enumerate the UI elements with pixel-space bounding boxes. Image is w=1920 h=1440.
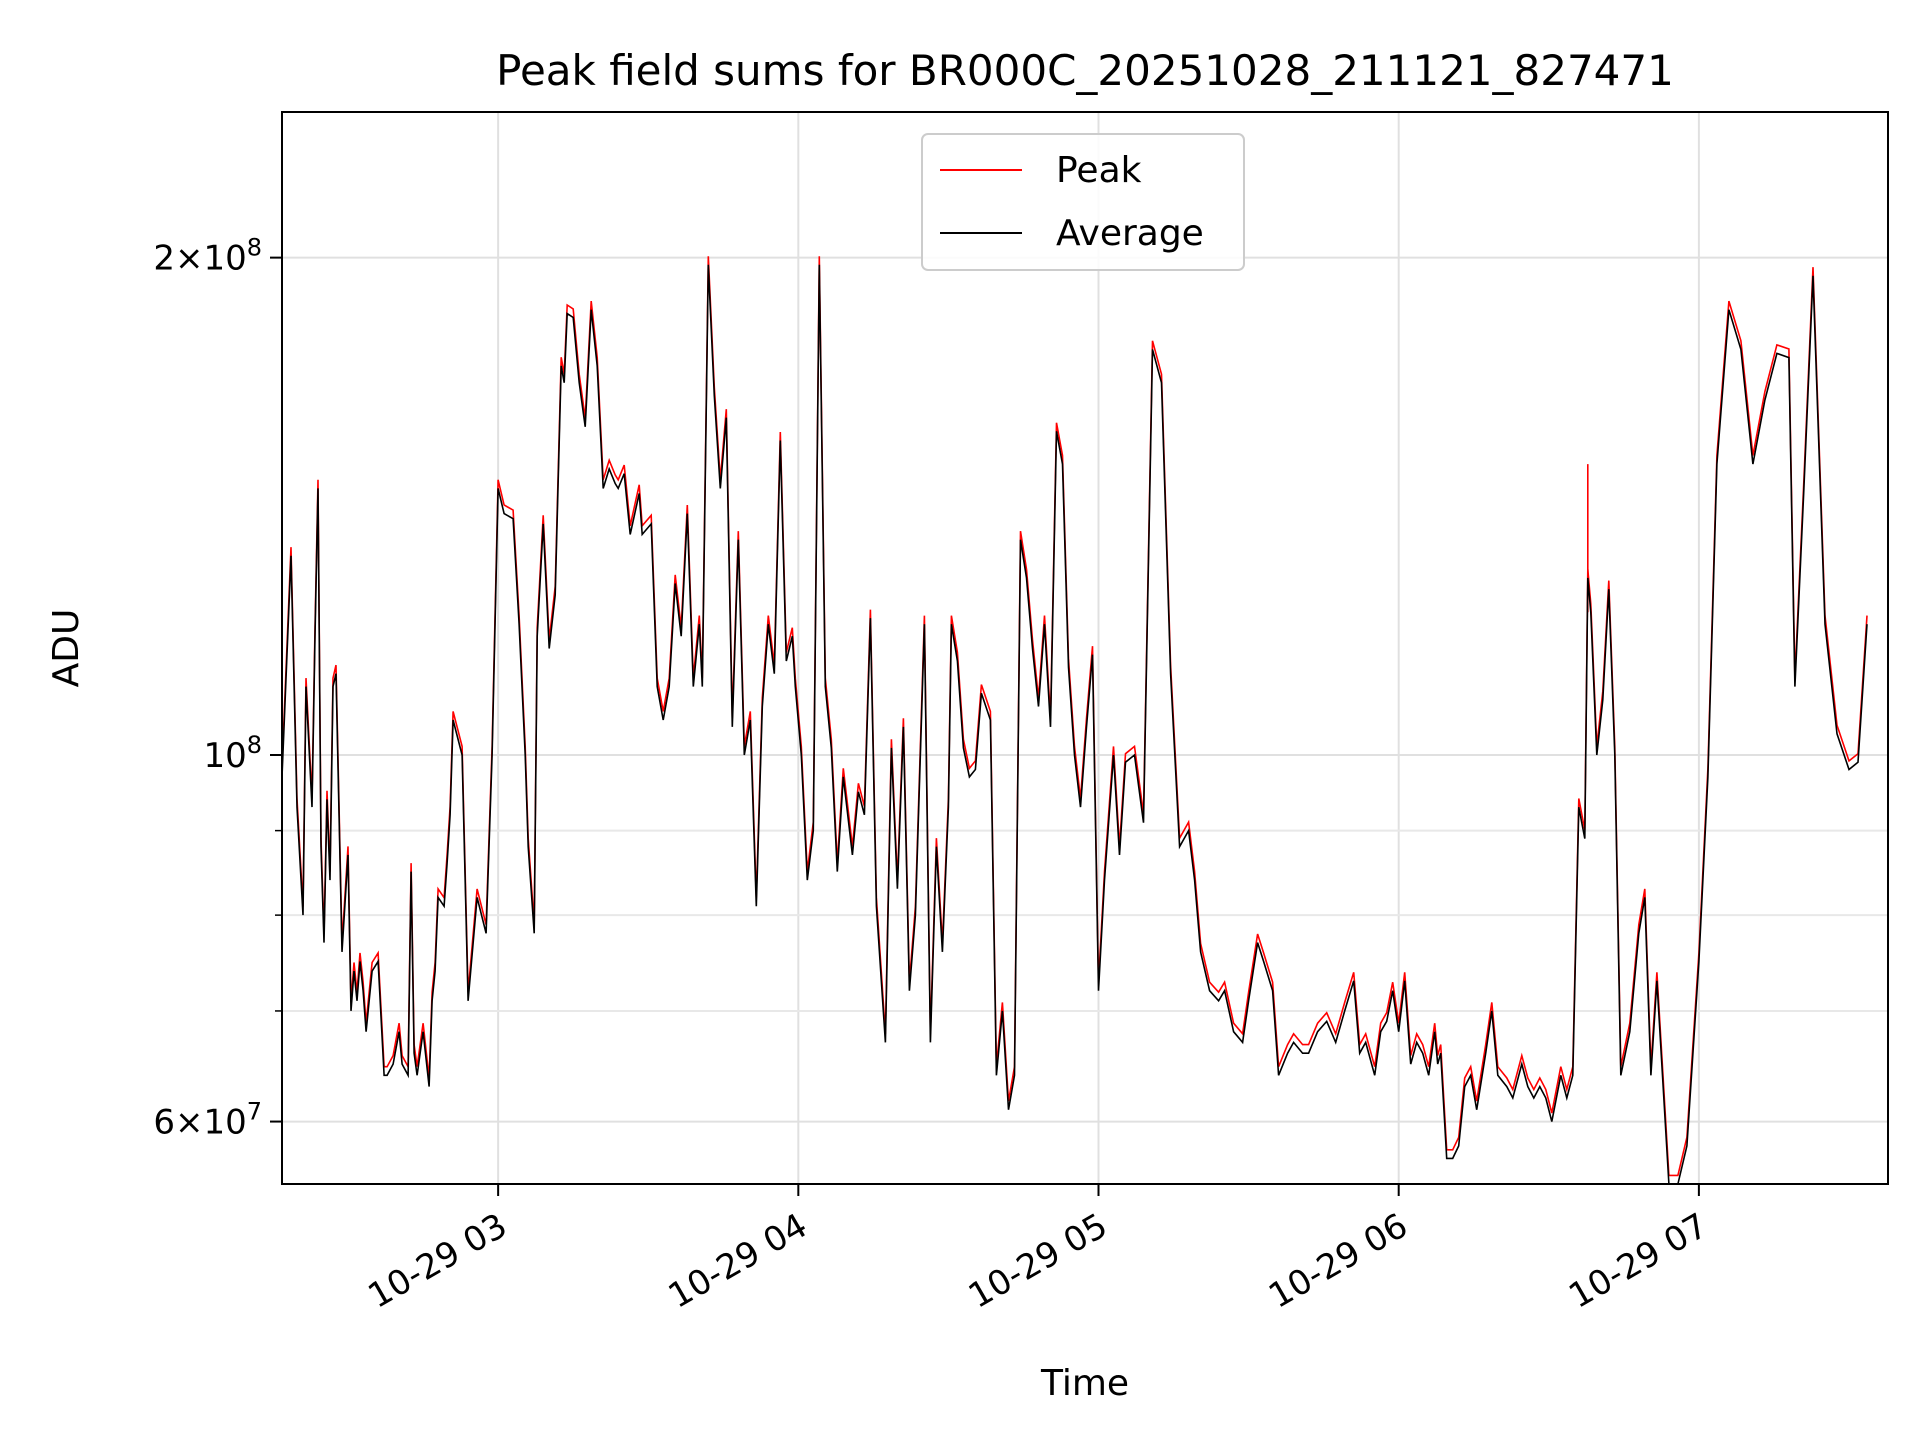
series-average-line xyxy=(281,264,1868,1185)
y-axis-label: ADU xyxy=(46,609,87,688)
y-tick-label-2: 2×108 xyxy=(153,234,262,279)
y-tick-label-0: 6×107 xyxy=(153,1098,262,1143)
x-axis-label: Time xyxy=(1040,1363,1129,1404)
series-layer xyxy=(281,256,1868,1185)
y-tick-label-1: 108 xyxy=(203,731,262,776)
series-peak-line xyxy=(281,256,1868,1177)
plot-frame xyxy=(281,111,1889,1185)
y-axis: 6×107 108 2×108 xyxy=(153,234,282,1143)
chart-title: Peak field sums for BR000C_20251028_2111… xyxy=(496,46,1674,95)
legend: Peak Average xyxy=(921,133,1245,271)
grid xyxy=(282,112,1888,1184)
legend-box xyxy=(921,133,1245,271)
legend-average-label: Average xyxy=(1056,213,1204,254)
legend-peak-label: Peak xyxy=(1056,150,1142,191)
